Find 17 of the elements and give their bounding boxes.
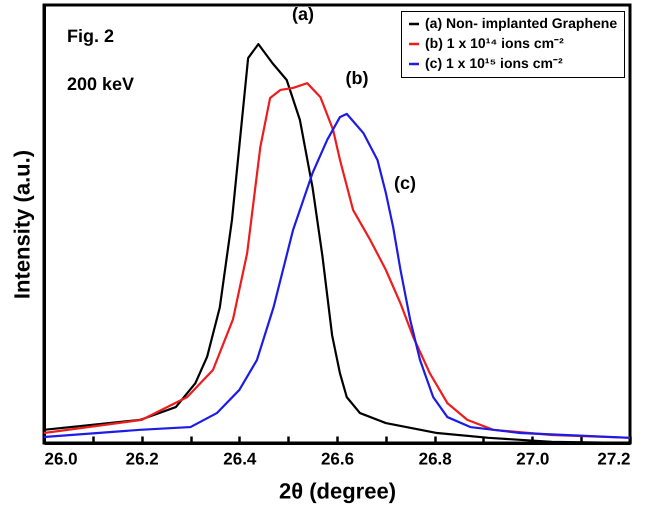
- x-tick-label: 27.0: [516, 450, 550, 468]
- annotation: (c): [394, 173, 416, 193]
- annotation: (b): [346, 68, 368, 88]
- y-axis-title: Intensity (a.u.): [10, 150, 34, 300]
- x-tick-label: 27.2: [597, 450, 630, 468]
- legend-label: (a) Non- implanted Graphene: [425, 15, 618, 31]
- annotation: Fig. 2: [67, 26, 114, 46]
- annotation: 200 keV: [67, 74, 134, 94]
- legend-label: (c) 1 x 10¹⁵ ions cm⁻²: [425, 55, 563, 71]
- x-tick-label: 26.4: [223, 450, 257, 468]
- x-tick-label: 26.8: [418, 450, 452, 468]
- x-tick-label: 26.2: [126, 450, 159, 468]
- text: (a): [292, 4, 314, 24]
- legend-label: (b) 1 x 10¹⁴ ions cm⁻²: [425, 35, 564, 51]
- x-axis-title: 2θ (degree): [278, 478, 396, 504]
- x-tick-label: 26.0: [44, 450, 78, 468]
- x-tick-label: 26.6: [320, 450, 354, 468]
